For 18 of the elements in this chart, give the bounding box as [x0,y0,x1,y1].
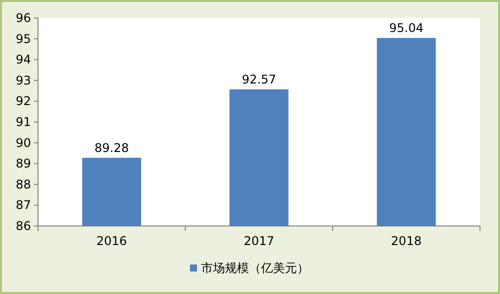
y-tick-label: 96 [16,11,31,25]
y-tick-label: 87 [16,198,31,212]
x-tick-label: 2016 [96,234,127,248]
y-tick-label: 95 [16,32,31,46]
y-tick-label: 92 [16,94,31,108]
legend-label: 市场规模（亿美元） [201,261,309,275]
data-label: 95.04 [389,20,424,35]
x-tick-label: 2017 [244,234,274,248]
y-tick-label: 86 [16,219,31,233]
data-label: 92.57 [242,72,276,86]
y-tick-label: 91 [16,115,31,129]
y-tick-label: 88 [16,177,31,192]
y-tick-label: 90 [16,136,31,150]
y-tick-label: 93 [16,73,31,88]
data-label: 89.28 [94,140,129,155]
y-tick-label: 89 [16,156,31,171]
y-tick-label: 94 [16,52,31,67]
x-tick-label: 2018 [391,234,422,248]
